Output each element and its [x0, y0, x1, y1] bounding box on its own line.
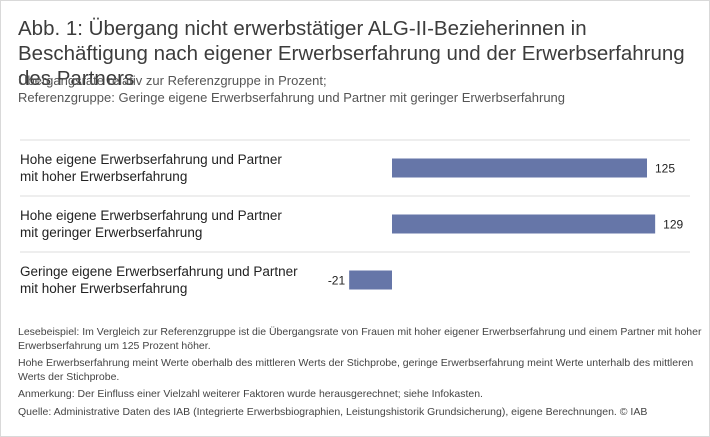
subtitle-line-1: Übergangsrate relativ zur Referenzgruppe…	[18, 73, 327, 88]
bar-chart-svg: 125 129 -21	[20, 139, 690, 290]
bar-2	[392, 214, 656, 234]
note-remark: Anmerkung: Der Einfluss einer Vielzahl w…	[18, 388, 483, 400]
category-label-line: mit hoher Erwerbserfahrung	[20, 281, 188, 296]
subtitle-line-2: Referenzgruppe: Geringe eigene Erwerbser…	[18, 90, 566, 105]
category-label-3: Geringe eigene Erwerbserfahrung und Part…	[20, 263, 320, 297]
note-reading-example: Lesebeispiel: Im Vergleich zur Referenzg…	[18, 326, 702, 352]
chart-subtitle: Übergangsrate relativ zur Referenzgruppe…	[18, 72, 698, 106]
category-label-line: Hohe eigene Erwerbserfahrung und Partner	[20, 152, 282, 167]
chart-notes: Lesebeispiel: Im Vergleich zur Referenzg…	[18, 326, 703, 423]
note-source: Quelle: Administrative Daten des IAB (In…	[18, 405, 648, 418]
note-definition: Hohe Erwerbserfahrung meint Werte oberha…	[18, 357, 694, 383]
bar-value-label-1: 125	[655, 162, 675, 176]
bar-value-label-2: 129	[663, 218, 683, 232]
category-label-line: mit hoher Erwerbserfahrung	[20, 169, 188, 184]
bar-value-label-3: -21	[328, 274, 346, 288]
chart-title: Abb. 1: Übergang nicht erwerbstätiger AL…	[18, 17, 685, 90]
category-label-1: Hohe eigene Erwerbserfahrung und Partner…	[20, 151, 320, 185]
category-label-2: Hohe eigene Erwerbserfahrung und Partner…	[20, 207, 320, 241]
bar-1	[392, 158, 647, 178]
category-label-line: Geringe eigene Erwerbserfahrung und Part…	[20, 264, 298, 279]
bar-3	[349, 270, 392, 290]
category-label-line: mit geringer Erwerbserfahrung	[20, 225, 203, 240]
category-label-line: Hohe eigene Erwerbserfahrung und Partner	[20, 208, 282, 223]
bar-chart: 125 129 -21 Hohe eigene Erwerbserfahrung u…	[0, 130, 710, 300]
